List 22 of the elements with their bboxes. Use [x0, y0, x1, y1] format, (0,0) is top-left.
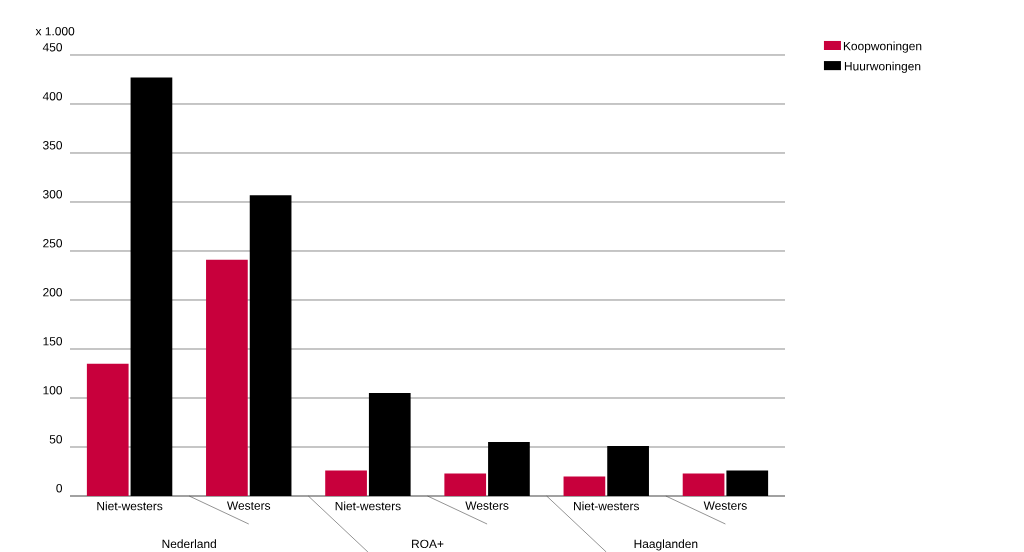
y-tick-label: 450	[42, 43, 63, 52]
y-tick-label: 50	[49, 435, 63, 444]
x-tick-label: Niet-westers	[97, 501, 163, 511]
x-tick-label: Niet-westers	[574, 501, 640, 511]
text: ROA+	[412, 539, 444, 549]
legend-label: Koopwoningen	[843, 41, 922, 53]
y-tick-label: 100	[43, 386, 63, 395]
x-tick-label: Westers	[226, 501, 271, 510]
x-tick-label: Westers	[465, 501, 509, 510]
y-tick-label: 350	[43, 141, 63, 150]
y-axis-title: x 1.000	[35, 27, 75, 36]
y-tick-label: 250	[43, 239, 63, 248]
x-tick-label: Westers	[703, 501, 747, 510]
y-tick-label: 200	[43, 288, 63, 297]
text: Nederland	[162, 539, 216, 549]
y-tick-label: 300	[43, 190, 63, 199]
text: Haaglanden	[634, 539, 698, 551]
y-tick-label: 150	[43, 337, 63, 346]
x-tick-label: Niet-westers	[335, 501, 401, 511]
y-tick-label: 0	[56, 484, 63, 493]
legend-label: Huurwoningen	[844, 61, 921, 73]
y-tick-label: 400	[42, 92, 63, 101]
